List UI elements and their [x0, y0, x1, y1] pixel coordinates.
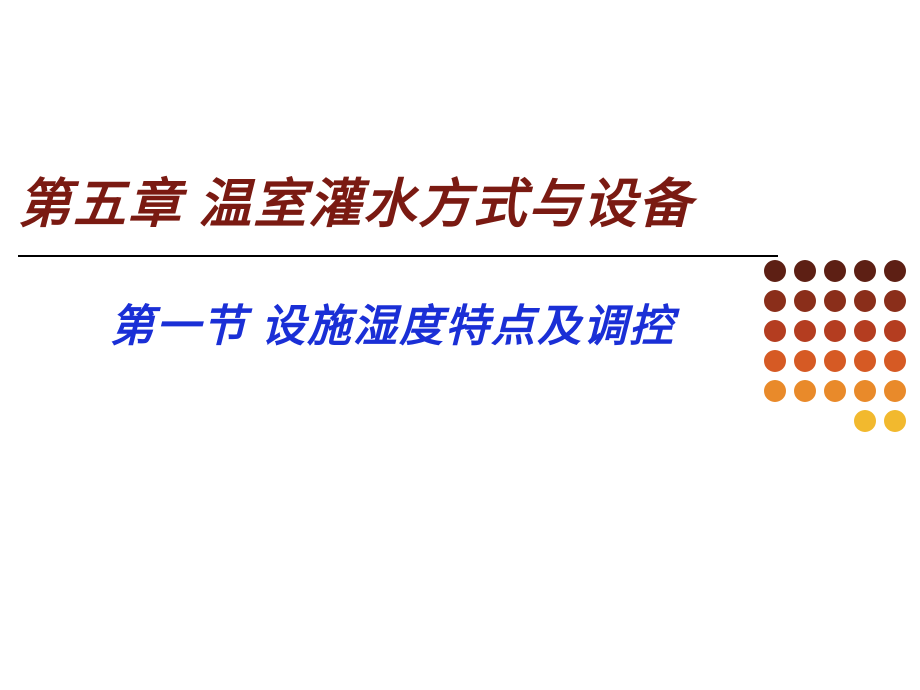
decoration-dot	[794, 290, 816, 312]
decoration-dot	[884, 380, 906, 402]
decoration-dot	[854, 350, 876, 372]
decoration-dot	[764, 350, 786, 372]
decoration-dot	[884, 260, 906, 282]
decoration-dot	[794, 380, 816, 402]
decoration-dot	[884, 350, 906, 372]
decoration-dot	[764, 320, 786, 342]
title-divider	[18, 255, 778, 257]
decoration-dot	[854, 290, 876, 312]
decoration-dot	[764, 380, 786, 402]
decoration-dot	[824, 320, 846, 342]
decorative-dot-grid	[764, 260, 906, 432]
decoration-dot	[794, 320, 816, 342]
decoration-dot	[854, 320, 876, 342]
decoration-dot	[824, 260, 846, 282]
decoration-dot	[764, 290, 786, 312]
decoration-dot	[794, 260, 816, 282]
decoration-dot	[854, 410, 876, 432]
section-title: 第一节 设施湿度特点及调控	[110, 290, 675, 354]
decoration-dot	[854, 260, 876, 282]
decoration-dot	[824, 380, 846, 402]
decoration-dot	[824, 350, 846, 372]
decoration-dot	[854, 380, 876, 402]
decoration-dot	[884, 320, 906, 342]
chapter-title: 第五章 温室灌水方式与设备	[18, 162, 693, 238]
decoration-dot	[764, 260, 786, 282]
slide: 第五章 温室灌水方式与设备 第一节 设施湿度特点及调控	[0, 0, 920, 690]
decoration-dot	[824, 290, 846, 312]
decoration-dot	[884, 290, 906, 312]
decoration-dot	[884, 410, 906, 432]
decoration-dot	[794, 350, 816, 372]
